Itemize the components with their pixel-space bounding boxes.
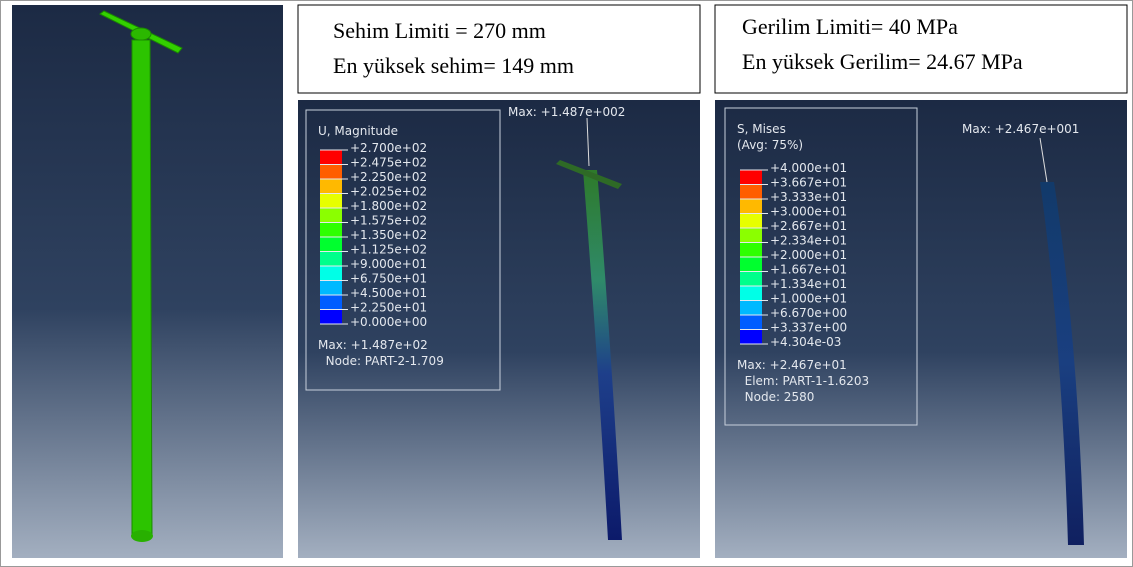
legend-level: +2.700e+02	[350, 141, 427, 155]
header-line: En yüksek Gerilim= 24.67 MPa	[742, 49, 1023, 74]
legend-level: +2.025e+02	[350, 185, 427, 199]
legend-level: +2.667e+01	[770, 219, 847, 233]
legend-swatch	[320, 194, 342, 209]
legend-level: +1.575e+02	[350, 214, 427, 228]
legend-level: +3.667e+01	[770, 176, 847, 190]
legend-level: +3.333e+01	[770, 190, 847, 204]
legend-swatch	[740, 301, 762, 316]
legend-level: +2.250e+02	[350, 170, 427, 184]
legend-swatch	[740, 315, 762, 330]
legend-level: +4.000e+01	[770, 161, 847, 175]
legend-level: +1.350e+02	[350, 228, 427, 242]
legend-level: +1.800e+02	[350, 199, 427, 213]
legend-level: +1.334e+01	[770, 277, 847, 291]
legend-info: Max: +2.467e+01	[737, 358, 847, 372]
legend-level: +1.667e+01	[770, 263, 847, 277]
legend-info: Node: 2580	[737, 390, 814, 404]
legend-level: +2.000e+01	[770, 248, 847, 262]
legend-swatch	[740, 185, 762, 200]
legend-swatch	[320, 179, 342, 194]
legend-level: +4.500e+01	[350, 286, 427, 300]
legend-swatch	[740, 257, 762, 272]
probe-label: Max: +2.467e+001	[962, 122, 1079, 136]
legend-swatch	[740, 330, 762, 345]
legend-level: +1.000e+01	[770, 292, 847, 306]
legend-swatch	[320, 295, 342, 310]
legend-swatch	[320, 310, 342, 325]
legend-level: +2.475e+02	[350, 156, 427, 170]
legend-swatch	[320, 252, 342, 267]
legend-swatch	[320, 208, 342, 223]
legend-swatch	[320, 165, 342, 180]
header-line: Gerilim Limiti= 40 MPa	[742, 14, 958, 39]
legend-level: +2.250e+01	[350, 301, 427, 315]
legend-swatch	[740, 214, 762, 229]
legend-swatch	[740, 286, 762, 301]
legend-swatch	[320, 237, 342, 252]
legend-swatch	[320, 150, 342, 165]
legend-level: +2.334e+01	[770, 234, 847, 248]
pole	[132, 40, 152, 535]
legend-info: Elem: PART-1-1.6203	[737, 374, 869, 388]
pole-base	[131, 530, 153, 542]
legend-level: +3.337e+00	[770, 321, 847, 335]
legend-swatch	[740, 243, 762, 258]
legend-swatch	[740, 199, 762, 214]
header-line: En yüksek sehim= 149 mm	[333, 53, 574, 78]
legend-level: +3.000e+01	[770, 205, 847, 219]
legend-level: +4.304e-03	[770, 335, 841, 349]
legend-level: +6.750e+01	[350, 272, 427, 286]
legend-level: +6.670e+00	[770, 306, 847, 320]
hub	[131, 28, 151, 40]
legend-swatch	[740, 170, 762, 185]
probe-label: Max: +1.487e+002	[508, 105, 625, 119]
legend-info: Node: PART-2-1.709	[318, 354, 444, 368]
figure: Sehim Limiti = 270 mm En yüksek sehim= 1…	[0, 0, 1133, 567]
legend-level: +9.000e+01	[350, 257, 427, 271]
legend-swatch	[740, 272, 762, 287]
header-line: Sehim Limiti = 270 mm	[333, 18, 546, 43]
legend-swatch	[320, 223, 342, 238]
legend-info: Max: +1.487e+02	[318, 338, 428, 352]
legend-level: +0.000e+00	[350, 315, 427, 329]
legend-swatch	[320, 281, 342, 296]
legend-title: U, Magnitude	[318, 124, 398, 138]
legend-title: (Avg: 75%)	[737, 138, 803, 152]
legend-level: +1.125e+02	[350, 243, 427, 257]
legend-title: S, Mises	[737, 122, 786, 136]
legend-swatch	[320, 266, 342, 281]
legend-swatch	[740, 228, 762, 243]
